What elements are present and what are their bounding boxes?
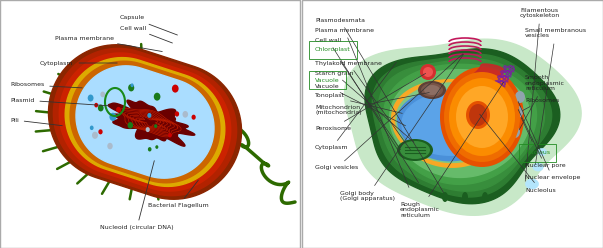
Polygon shape: [392, 80, 513, 167]
Polygon shape: [397, 90, 502, 161]
Ellipse shape: [116, 107, 121, 113]
Ellipse shape: [154, 93, 160, 101]
Ellipse shape: [128, 84, 134, 92]
Text: Thylakoid membrane: Thylakoid membrane: [315, 61, 411, 150]
Bar: [0, 0, 300, 248]
Ellipse shape: [154, 124, 157, 128]
Polygon shape: [365, 49, 560, 204]
Polygon shape: [396, 83, 508, 162]
Polygon shape: [48, 45, 242, 199]
Ellipse shape: [400, 141, 430, 159]
Ellipse shape: [109, 113, 116, 121]
Ellipse shape: [423, 67, 433, 77]
Text: Nuclear pore: Nuclear pore: [518, 110, 566, 168]
Text: Capsule: Capsule: [120, 15, 177, 35]
Ellipse shape: [462, 192, 468, 202]
Polygon shape: [390, 70, 530, 177]
Text: Filamentous
cytoskeleton: Filamentous cytoskeleton: [520, 8, 560, 181]
Polygon shape: [109, 100, 195, 146]
Text: Cytoplasm: Cytoplasm: [315, 62, 396, 151]
Ellipse shape: [466, 101, 490, 129]
Polygon shape: [344, 39, 581, 215]
Text: Ribosomes: Ribosomes: [10, 83, 82, 88]
Text: Mitochondrion
(mitochondria): Mitochondrion (mitochondria): [315, 93, 429, 115]
Polygon shape: [175, 81, 235, 144]
Ellipse shape: [440, 67, 524, 167]
Text: Golgi body
(Golgi apparatus): Golgi body (Golgi apparatus): [340, 54, 464, 201]
Text: Plasma membrane: Plasma membrane: [55, 35, 162, 52]
Text: Rough
endoplasmic
reticulum: Rough endoplasmic reticulum: [400, 82, 504, 218]
Text: Nucleolus: Nucleolus: [480, 114, 556, 192]
Ellipse shape: [90, 125, 93, 130]
Ellipse shape: [397, 139, 433, 161]
Text: Cytoplasm: Cytoplasm: [40, 61, 117, 65]
Text: Tonoplast: Tonoplast: [315, 93, 402, 113]
Text: Starch grain: Starch grain: [315, 70, 414, 142]
Ellipse shape: [128, 122, 133, 129]
Text: Pili: Pili: [10, 118, 62, 126]
Text: Small membranous
vesicles: Small membranous vesicles: [525, 28, 586, 164]
Ellipse shape: [456, 86, 508, 148]
Ellipse shape: [449, 78, 515, 156]
Polygon shape: [70, 61, 220, 183]
Ellipse shape: [515, 91, 525, 103]
Text: Cell wall: Cell wall: [315, 37, 418, 183]
Ellipse shape: [469, 104, 487, 126]
Ellipse shape: [87, 94, 93, 101]
Text: Smooth
endoplasmic
reticulum: Smooth endoplasmic reticulum: [519, 75, 565, 129]
Ellipse shape: [421, 83, 443, 97]
Text: Ribosomes: Ribosomes: [522, 97, 559, 111]
Text: Golgi vesicles: Golgi vesicles: [315, 54, 463, 171]
Text: Nucleoid (circular DNA): Nucleoid (circular DNA): [100, 161, 174, 230]
Ellipse shape: [183, 111, 188, 118]
Ellipse shape: [94, 103, 98, 107]
Ellipse shape: [537, 149, 546, 155]
Polygon shape: [54, 48, 236, 196]
Ellipse shape: [442, 192, 448, 202]
Ellipse shape: [424, 85, 440, 95]
Polygon shape: [76, 66, 214, 178]
Ellipse shape: [98, 105, 104, 111]
Polygon shape: [402, 93, 498, 155]
Ellipse shape: [156, 145, 159, 149]
Ellipse shape: [533, 163, 543, 171]
Polygon shape: [379, 59, 545, 191]
Ellipse shape: [130, 83, 134, 87]
Ellipse shape: [525, 179, 538, 189]
Text: Bacterial Flagellum: Bacterial Flagellum: [148, 180, 209, 209]
Text: Vacuole: Vacuole: [315, 84, 406, 126]
Text: Peroxisome: Peroxisome: [315, 73, 426, 130]
Polygon shape: [372, 54, 552, 197]
Polygon shape: [59, 53, 231, 191]
Text: Cell wall: Cell wall: [120, 26, 172, 43]
Text: Plasmodesmata: Plasmodesmata: [315, 18, 444, 193]
Ellipse shape: [148, 147, 151, 152]
Text: Nucleus: Nucleus: [521, 118, 550, 155]
Text: Nuclear envelope: Nuclear envelope: [518, 101, 580, 181]
Text: Chloroplast: Chloroplast: [315, 48, 400, 150]
Text: Vacuole: Vacuole: [315, 77, 339, 83]
Ellipse shape: [98, 129, 103, 134]
Polygon shape: [472, 64, 504, 84]
Ellipse shape: [146, 127, 150, 132]
Ellipse shape: [444, 72, 520, 162]
Ellipse shape: [420, 64, 436, 80]
Bar: [302, 0, 603, 248]
Ellipse shape: [482, 192, 488, 202]
Ellipse shape: [175, 111, 179, 117]
Ellipse shape: [172, 85, 178, 93]
Ellipse shape: [107, 143, 113, 149]
Ellipse shape: [510, 126, 520, 138]
Text: Plasmid: Plasmid: [10, 97, 109, 106]
Ellipse shape: [147, 113, 151, 118]
Polygon shape: [384, 64, 537, 185]
Ellipse shape: [100, 92, 105, 97]
Text: Plasma membrane: Plasma membrane: [315, 28, 409, 187]
Ellipse shape: [418, 81, 446, 99]
Ellipse shape: [513, 106, 523, 118]
Ellipse shape: [192, 115, 196, 120]
Ellipse shape: [92, 132, 98, 139]
Ellipse shape: [168, 133, 172, 137]
Polygon shape: [65, 58, 225, 186]
